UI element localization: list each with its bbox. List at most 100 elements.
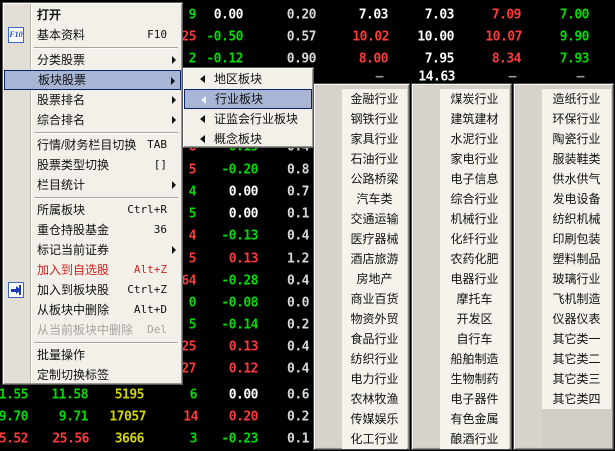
table-cell: 27 [181,361,196,377]
submenu-item[interactable]: 概念板块 [184,129,312,149]
industry-item[interactable]: 电器行业 [450,272,499,286]
industry-item[interactable]: 印刷包装 [552,232,601,246]
industry-item[interactable]: 农药化肥 [450,252,499,266]
industry-item[interactable]: 煤炭行业 [450,92,499,106]
industry-item[interactable]: 传媒娱乐 [350,412,399,426]
industry-item[interactable]: 房地产 [356,272,393,286]
industry-item[interactable]: 建筑建材 [450,112,499,126]
table-cell: 8.34 [491,51,522,67]
menu-item[interactable]: 行情/财务栏目切换 TAB [4,135,181,155]
menu-item[interactable]: 重仓持股基金 36 [4,220,181,240]
industry-item[interactable]: 医疗器械 [350,232,399,246]
industry-item[interactable]: 金融行业 [350,92,399,106]
industry-item[interactable]: 陶瓷行业 [552,132,601,146]
industry-item[interactable]: 生物制药 [450,372,499,386]
menu-item[interactable]: 所属板块 Ctrl+R [4,200,181,220]
submenu-item-label: 行业板块 [215,92,264,106]
table-cell: 5195 [114,387,145,403]
menu-item[interactable]: 加入到板块股 Ctrl+Z [4,280,181,300]
table-cell: 7.03 [424,7,455,23]
industry-item[interactable]: 环保行业 [552,112,601,126]
menu-item[interactable]: 综合排名 [4,110,181,130]
table-cell: 3 [189,431,198,447]
submenu-expand-icon [172,96,176,104]
industry-item[interactable]: 汽车类 [356,192,393,206]
industry-item[interactable]: 食品行业 [350,332,399,346]
table-cell: 9.70 [0,409,29,425]
block-type-submenu: 地区板块行业板块证监会行业板块 概念板块 [182,67,314,148]
menu-item[interactable]: 打开 [4,5,181,25]
industry-item[interactable]: 纺织机械 [552,212,601,226]
industry-item[interactable]: 交通运输 [350,212,399,226]
industry-item[interactable]: 机械行业 [450,212,499,226]
menu-item[interactable]: 从板块中删除 Alt+D [4,300,181,320]
submenu-item[interactable]: 行业板块 [184,89,312,109]
industry-item[interactable]: 酒店旅游 [350,252,399,266]
industry-item[interactable]: 其它类三 [552,372,601,386]
menu-item[interactable]: 股票类型切换 [] [4,155,181,175]
industry-item[interactable]: 其它类一 [552,332,601,346]
table-cell: -0.08 [221,295,258,311]
table-cell: 4 [188,228,197,244]
industry-item[interactable]: 化纤行业 [450,232,499,246]
menu-item[interactable]: 基本资料 F10 F10 [4,25,181,45]
table-cell: 1.55 [0,387,29,403]
industry-item[interactable]: 船舶制造 [450,352,499,366]
table-cell: 5 [188,317,197,333]
table-cell: 5 [188,206,197,222]
industry-item[interactable]: 其它类二 [552,352,601,366]
table-cell: — [576,69,585,85]
industry-item[interactable]: 电子器件 [450,392,499,406]
submenu-item[interactable]: 证监会行业板块 [184,109,312,129]
table-cell: -0.13 [221,228,258,244]
industry-item[interactable]: 有色金属 [450,412,499,426]
industry-item[interactable]: 综合行业 [450,192,499,206]
menu-item[interactable]: 定制切换标签 [4,365,181,385]
table-cell: 0.6 [287,387,309,403]
industry-item[interactable]: 造纸行业 [552,92,601,106]
industry-item[interactable]: 塑料制品 [552,252,601,266]
industry-item[interactable]: 发电设备 [552,192,601,206]
table-cell: -0.12 [206,51,243,67]
menu-item[interactable]: 栏目统计 [4,175,181,195]
menu-item[interactable]: 板块股票 [4,70,181,90]
industry-item[interactable]: 商业百货 [350,292,399,306]
table-cell: 0.4 [287,228,309,244]
industry-item[interactable]: 石油行业 [350,152,399,166]
industry-item[interactable]: 飞机制造 [552,292,601,306]
table-cell: 9 [188,7,197,23]
industry-item[interactable]: 纺织行业 [350,352,399,366]
industry-item[interactable]: 公路桥梁 [350,172,399,186]
industry-item[interactable]: 家具行业 [350,132,399,146]
industry-item[interactable]: 酿酒行业 [450,432,499,446]
submenu-item[interactable]: 地区板块 [184,69,312,89]
submenu-item-label: 地区板块 [214,72,263,86]
table-cell: 0.12 [228,361,259,377]
industry-item[interactable]: 摩托车 [456,292,493,306]
industry-item[interactable]: 物资外贸 [350,312,399,326]
industry-item[interactable]: 钢铁行业 [350,112,399,126]
industry-item[interactable]: 玻璃行业 [552,272,601,286]
industry-item[interactable]: 仪器仪表 [552,312,601,326]
menu-item[interactable]: 从当前板块中删除 Del [4,320,181,340]
menu-item[interactable]: 标记当前证券 [4,240,181,260]
industry-item[interactable]: 化工行业 [350,432,399,446]
industry-item[interactable]: 水泥行业 [450,132,499,146]
menu-item[interactable]: 批量操作 [4,345,181,365]
menu-item-shortcut: [] [153,158,167,171]
industry-item[interactable]: 服装鞋类 [552,152,601,166]
menu-separator [4,195,181,200]
industry-item[interactable]: 其它类四 [552,392,601,406]
industry-item[interactable]: 自行车 [456,332,493,346]
industry-item[interactable]: 家电行业 [450,152,499,166]
menu-item[interactable]: 加入到自选股 Alt+Z [4,260,181,280]
submenu-arrow-icon [200,75,205,83]
menu-item[interactable]: 分类股票 [4,50,181,70]
menu-item[interactable]: 股票排名 [4,90,181,110]
industry-item[interactable]: 开发区 [456,312,493,326]
industry-item[interactable]: 农林牧渔 [350,392,399,406]
industry-item[interactable]: 供水供气 [552,172,601,186]
menu-icon-gutter [4,4,31,383]
industry-item[interactable]: 电子信息 [450,172,499,186]
industry-item[interactable]: 电力行业 [350,372,399,386]
